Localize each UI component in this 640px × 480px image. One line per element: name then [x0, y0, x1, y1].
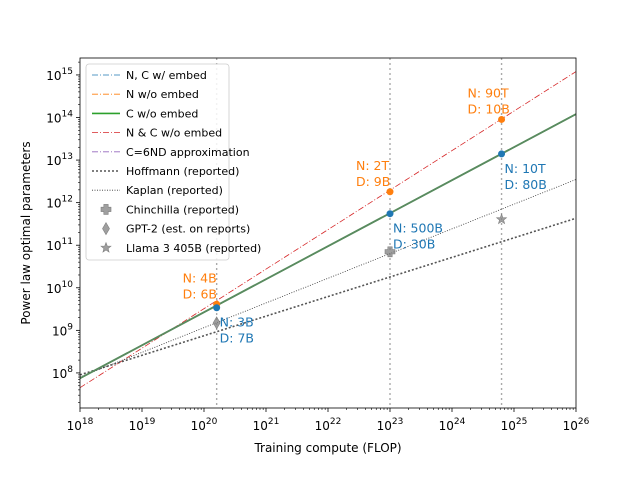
point-annotation-label: N: 500B: [393, 221, 443, 236]
data-point: [212, 316, 221, 330]
x-tick-label: 1021: [253, 417, 280, 433]
legend-label: N & C w/o embed: [126, 127, 222, 140]
x-tick-label: 1024: [439, 417, 466, 433]
series-lines: [80, 71, 576, 389]
x-tick-label: 1025: [501, 417, 528, 433]
reference-vlines: [215, 58, 503, 408]
y-axis-ticks: 108 109 1010 1011 1012 1013 1014 1015: [46, 61, 80, 403]
legend-label: C w/o embed: [126, 107, 198, 120]
point-annotation-label: D: 6B: [183, 286, 217, 301]
legend-marker-swatch: [100, 241, 112, 253]
legend-label: Hoffmann (reported): [126, 165, 239, 178]
legend-label: Llama 3 405B (reported): [126, 242, 261, 255]
y-tick-label: 1010: [46, 280, 73, 296]
x-tick-label: 1020: [191, 417, 218, 433]
series-line: [80, 217, 576, 376]
y-axis-label: Power law optimal parameters: [19, 141, 33, 324]
legend-marker-swatch: [100, 204, 112, 215]
legend-label: Kaplan (reported): [126, 184, 223, 197]
y-tick-label: 1011: [46, 237, 73, 253]
legend-label: N, C w/ embed: [126, 69, 207, 82]
x-axis-ticks: 1018 1019 1020 1021 1022 1023 1024 1025 1026: [67, 408, 590, 433]
x-axis-label: Training compute (FLOP): [253, 441, 401, 455]
data-point: [498, 115, 506, 123]
x-tick-label: 1019: [129, 417, 156, 433]
y-tick-label: 1012: [46, 195, 73, 211]
x-tick-label: 1022: [315, 417, 342, 433]
data-point: [384, 246, 396, 258]
point-annotation-label: D: 9B: [356, 174, 390, 189]
data-point: [495, 213, 508, 225]
data-points: [212, 115, 508, 330]
series-line: [80, 71, 576, 389]
data-point: [498, 150, 506, 158]
y-tick-label: 1015: [46, 67, 73, 83]
y-tick-label: 1014: [46, 110, 73, 126]
x-tick-label: 1018: [67, 417, 94, 433]
legend-label: Chinchilla (reported): [126, 203, 239, 216]
point-annotation-label: D: 10B: [468, 101, 510, 116]
point-annotation-label: D: 80B: [505, 177, 547, 192]
point-annotation-label: N: 4B: [183, 270, 217, 285]
y-tick-label: 109: [52, 322, 73, 338]
point-annotation-label: N: 90T: [468, 85, 509, 100]
point-annotation-label: N: 10T: [505, 161, 546, 176]
legend-label: N w/o embed: [126, 88, 199, 101]
x-tick-label: 1026: [563, 417, 590, 433]
data-point: [386, 188, 394, 196]
legend-label: C=6ND approximation: [126, 146, 250, 159]
legend-label: GPT-2 (est. on reports): [126, 223, 250, 236]
legend-box: [85, 63, 230, 261]
x-tick-label: 1023: [377, 417, 404, 433]
series-line: [80, 113, 576, 380]
point-annotation-label: D: 30B: [393, 237, 435, 252]
data-point: [213, 304, 221, 312]
y-tick-label: 1013: [46, 152, 73, 168]
point-annotation-label: N: 2T: [356, 158, 389, 173]
legend: N, C w/ embed N w/o embed C w/o embed N & C…: [85, 63, 261, 261]
y-tick-label: 108: [52, 365, 73, 381]
point-annotation-label: D: 7B: [220, 331, 254, 346]
legend-marker-swatch: [102, 222, 110, 236]
data-point: [386, 210, 394, 218]
point-annotation-label: N: 3B: [220, 315, 254, 330]
